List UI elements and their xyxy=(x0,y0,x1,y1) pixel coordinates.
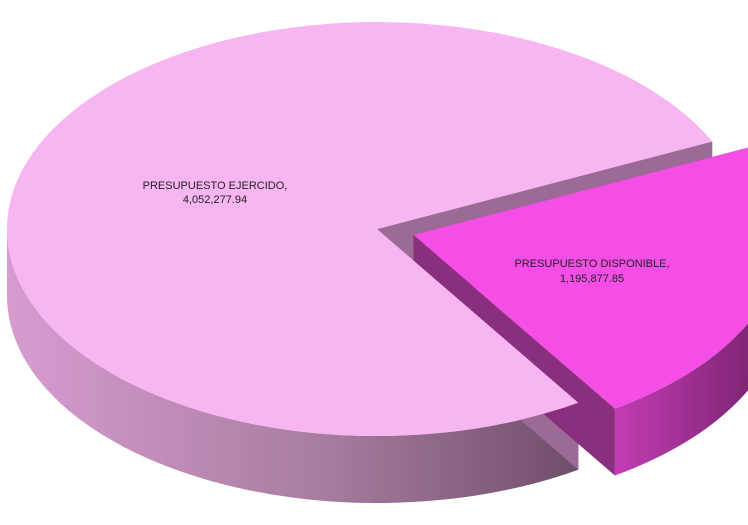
slice-top-disponible xyxy=(413,147,748,409)
slice-side-ejercido xyxy=(6,229,579,504)
slice-label-disponible-name: PRESUPUESTO DISPONIBLE, xyxy=(514,258,669,270)
slice-side-disponible xyxy=(614,323,748,476)
slice-label-ejercido-name: PRESUPUESTO EJERCIDO, xyxy=(143,180,288,192)
slice-label-disponible-value: 1,195,877.85 xyxy=(560,273,624,285)
pie-labels: PRESUPUESTO EJERCIDO, 4,052,277.94 PRESU… xyxy=(143,180,670,285)
slice-top-ejercido xyxy=(6,22,713,437)
pie-tops xyxy=(6,22,748,437)
slice-label-ejercido-value: 4,052,277.94 xyxy=(183,194,247,206)
